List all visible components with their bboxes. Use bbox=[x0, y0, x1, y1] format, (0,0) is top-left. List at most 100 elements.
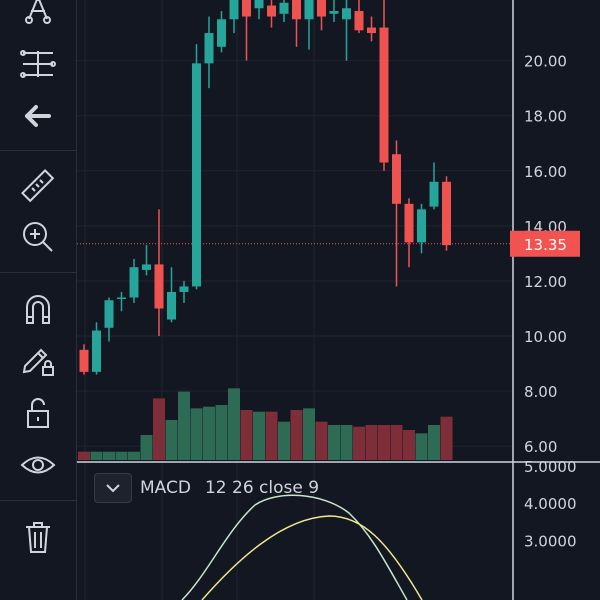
candle-body[interactable] bbox=[167, 291, 176, 320]
current-price-tag bbox=[510, 230, 580, 257]
price-axis-label: 12.00 bbox=[524, 273, 567, 291]
candle-body[interactable] bbox=[117, 297, 126, 299]
pitchfork-tool-button[interactable] bbox=[8, 0, 68, 34]
eye-icon bbox=[20, 456, 56, 474]
sliders-icon bbox=[20, 50, 56, 78]
candle-body[interactable] bbox=[79, 349, 89, 372]
candle-body[interactable] bbox=[179, 286, 189, 292]
delete-drawings-button[interactable] bbox=[8, 515, 68, 559]
volume-bar bbox=[178, 391, 190, 460]
candle-body[interactable] bbox=[342, 8, 351, 20]
volume-bar bbox=[303, 408, 315, 460]
candle-body[interactable] bbox=[229, 0, 239, 20]
signal-line bbox=[201, 515, 423, 600]
candle-body[interactable] bbox=[142, 264, 151, 270]
volume-bar bbox=[253, 411, 265, 460]
back-button[interactable] bbox=[8, 94, 68, 138]
volume-bar bbox=[165, 420, 178, 460]
unlock-icon bbox=[27, 398, 49, 428]
volume-bar bbox=[103, 451, 115, 460]
volume-bar bbox=[440, 416, 453, 460]
candle-body[interactable] bbox=[329, 11, 339, 14]
price-axis-label: 8.00 bbox=[524, 383, 557, 401]
price-axis-label: 16.00 bbox=[524, 163, 567, 181]
pitchfork-icon bbox=[25, 0, 51, 24]
volume-bar bbox=[240, 410, 253, 460]
candle-body[interactable] bbox=[442, 181, 451, 246]
macd-axis-label: 4.0000 bbox=[524, 495, 577, 513]
macd-indicator-name: MACD bbox=[140, 478, 191, 498]
candle-body[interactable] bbox=[154, 264, 164, 309]
candle-body[interactable] bbox=[417, 209, 426, 243]
macd-legend: MACD 12 26 close 9 bbox=[94, 473, 319, 503]
macd-axis-label: 3.0000 bbox=[524, 532, 577, 550]
volume-bar bbox=[90, 451, 103, 460]
unlock-button[interactable] bbox=[8, 390, 68, 434]
chevron-down-icon bbox=[106, 484, 120, 493]
candle-body[interactable] bbox=[217, 19, 226, 47]
volume-bar bbox=[115, 451, 128, 460]
volume-bar bbox=[290, 410, 303, 460]
candle-body[interactable] bbox=[392, 154, 401, 204]
candle-body[interactable] bbox=[279, 2, 289, 14]
volume-bar bbox=[228, 388, 240, 460]
macd-line bbox=[181, 494, 408, 600]
candle-body[interactable] bbox=[254, 0, 264, 9]
toolbar-divider bbox=[0, 150, 76, 151]
volume-bar bbox=[278, 421, 290, 460]
price-axis-label: 18.00 bbox=[524, 108, 567, 126]
volume-bar bbox=[415, 433, 428, 460]
candle-body[interactable] bbox=[104, 300, 114, 328]
candle-body[interactable] bbox=[429, 181, 439, 207]
collapse-indicator-button[interactable] bbox=[94, 473, 132, 503]
volume-bar bbox=[153, 398, 165, 460]
zoom-in-button[interactable] bbox=[8, 215, 68, 259]
current-price-label: 13.35 bbox=[524, 236, 567, 254]
volume-bar bbox=[328, 425, 340, 460]
trash-icon bbox=[26, 522, 50, 553]
candle-body[interactable] bbox=[192, 63, 201, 287]
candle-body[interactable] bbox=[204, 33, 214, 64]
drawing-toolbar bbox=[0, 0, 77, 600]
macd-indicator-params: 12 26 close 9 bbox=[204, 478, 320, 498]
volume-bar bbox=[128, 451, 140, 460]
candle-body[interactable] bbox=[304, 0, 314, 20]
sliders-tool-button[interactable] bbox=[8, 42, 68, 86]
price-axis-label: 20.00 bbox=[524, 53, 567, 71]
volume-bar bbox=[140, 435, 153, 460]
price-axis-label: 6.00 bbox=[524, 438, 557, 456]
pencil-lock-icon bbox=[22, 348, 54, 376]
volume-bar bbox=[378, 425, 390, 460]
volume-bar bbox=[365, 425, 378, 460]
candle-body[interactable] bbox=[267, 5, 276, 17]
candle-body[interactable] bbox=[367, 27, 376, 34]
magnet-tool-button[interactable] bbox=[8, 287, 68, 331]
arrow-left-icon bbox=[25, 105, 51, 127]
lock-drawings-button[interactable] bbox=[8, 337, 68, 381]
volume-bar bbox=[215, 405, 228, 460]
volume-bar bbox=[340, 425, 353, 460]
volume-bar bbox=[353, 426, 365, 460]
candle-body[interactable] bbox=[317, 0, 326, 17]
candle-body[interactable] bbox=[292, 0, 301, 20]
ruler-tool-button[interactable] bbox=[8, 164, 68, 208]
volume-bar bbox=[265, 411, 278, 460]
candle-body[interactable] bbox=[129, 267, 139, 298]
volume-bar bbox=[403, 430, 415, 460]
price-axis-label: 10.00 bbox=[524, 328, 567, 346]
volume-bar bbox=[315, 421, 328, 460]
candle-body[interactable] bbox=[242, 0, 251, 17]
toolbar-divider bbox=[0, 272, 76, 273]
volume-bar bbox=[78, 451, 90, 460]
candle-body[interactable] bbox=[404, 203, 414, 243]
volume-bar bbox=[390, 425, 403, 460]
volume-bar bbox=[203, 406, 215, 460]
price-chart[interactable]: 20.0018.0016.0014.0012.0010.008.006.0013… bbox=[77, 0, 600, 600]
candle-body[interactable] bbox=[354, 11, 364, 31]
candle-body[interactable] bbox=[92, 330, 101, 372]
ruler-icon bbox=[21, 169, 55, 203]
candle-body[interactable] bbox=[379, 27, 389, 163]
toolbar-divider bbox=[0, 500, 76, 501]
visibility-button[interactable] bbox=[8, 443, 68, 487]
